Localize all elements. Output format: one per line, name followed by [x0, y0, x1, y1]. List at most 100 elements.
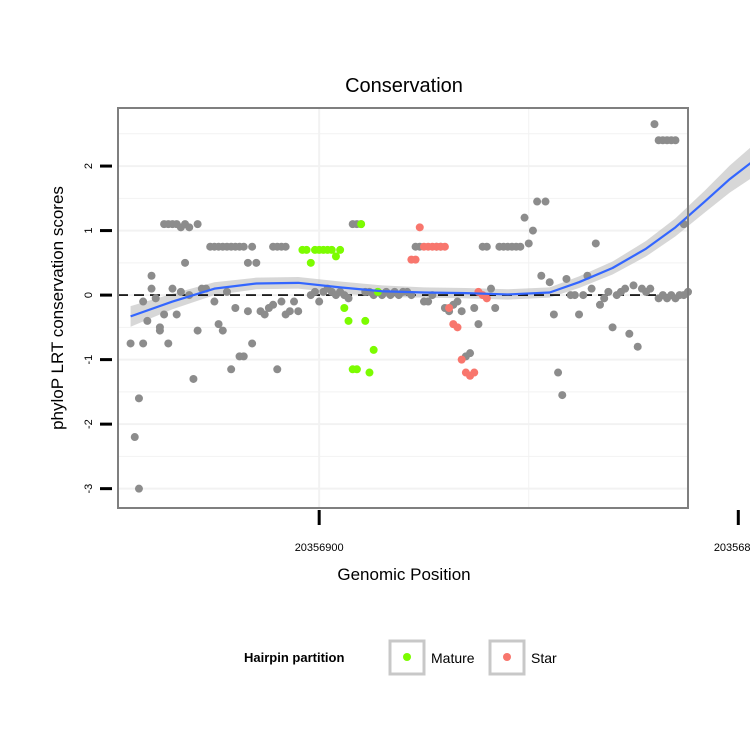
point-other: [252, 258, 261, 267]
point-other: [650, 120, 659, 129]
point-mature: [365, 368, 374, 377]
point-other: [570, 291, 579, 300]
point-other: [294, 307, 303, 316]
point-other: [487, 284, 496, 293]
x-tick-label: 20356900: [295, 542, 344, 554]
point-star: [470, 368, 479, 377]
point-other: [147, 284, 156, 293]
smooth-line-layer: [130, 162, 750, 318]
point-mature: [327, 245, 336, 254]
x-axis-title: Genomic Position: [337, 565, 470, 584]
point-other: [130, 433, 139, 442]
point-other: [629, 281, 638, 290]
point-other: [285, 307, 294, 316]
point-other: [646, 284, 655, 293]
point-other: [126, 339, 135, 348]
point-other: [424, 297, 433, 306]
point-other: [185, 223, 194, 232]
chart-title: Conservation: [345, 75, 463, 97]
point-other: [160, 310, 169, 319]
y-tick-label: -2: [83, 419, 95, 429]
point-other: [214, 320, 223, 329]
legend-label-star: Star: [531, 650, 557, 666]
point-other: [541, 197, 550, 206]
point-other: [604, 287, 613, 296]
point-mature: [369, 345, 378, 354]
point-other: [193, 220, 202, 229]
point-other: [134, 484, 143, 493]
y-tick-label: 2: [83, 163, 95, 169]
point-other: [482, 242, 491, 251]
point-other: [558, 391, 567, 400]
grid-lines: [118, 108, 688, 508]
point-other: [281, 242, 290, 251]
point-other: [608, 323, 617, 332]
point-other: [143, 316, 152, 325]
y-tick-label: 1: [83, 228, 95, 234]
point-other: [600, 294, 609, 303]
point-other: [248, 242, 257, 251]
point-other: [176, 287, 185, 296]
point-other: [189, 374, 198, 383]
point-other: [524, 239, 533, 248]
point-other: [172, 310, 181, 319]
point-other: [575, 310, 584, 319]
point-other: [344, 294, 353, 303]
point-other: [164, 339, 173, 348]
point-other: [554, 368, 563, 377]
point-other: [633, 342, 642, 351]
point-other: [528, 226, 537, 235]
point-other: [310, 287, 319, 296]
point-other: [520, 213, 529, 222]
point-other: [147, 271, 156, 280]
point-other: [155, 326, 164, 335]
point-other: [591, 239, 600, 248]
point-other: [139, 339, 148, 348]
point-other: [243, 307, 252, 316]
y-axis-ticks: 2 1 0 -1 -2 -3: [83, 163, 112, 494]
point-other: [315, 297, 324, 306]
point-other: [290, 297, 299, 306]
point-mature: [302, 245, 311, 254]
point-other: [231, 304, 240, 312]
point-star: [445, 304, 454, 312]
y-tick-label: 0: [83, 292, 95, 298]
point-other: [579, 291, 588, 300]
point-other: [587, 284, 596, 293]
point-other: [625, 329, 634, 338]
point-mature: [331, 252, 340, 261]
point-mature: [357, 220, 366, 229]
x-tick-label: 20356800: [714, 542, 750, 554]
point-other: [516, 242, 525, 251]
point-other: [453, 297, 462, 306]
point-other: [239, 242, 248, 251]
point-other: [227, 365, 236, 374]
x-axis-ticks: 20356900 20356800: [295, 510, 750, 554]
point-other: [239, 352, 248, 361]
point-mature: [352, 365, 361, 374]
legend-label-mature: Mature: [431, 650, 475, 666]
y-tick-label: -3: [83, 484, 95, 494]
point-mature: [344, 316, 353, 325]
point-other: [243, 258, 252, 267]
point-other: [277, 297, 286, 306]
point-other: [621, 284, 630, 293]
point-star: [457, 355, 466, 364]
point-other: [549, 310, 558, 319]
point-other: [139, 297, 148, 306]
plot-panel: [118, 108, 688, 508]
point-other: [537, 271, 546, 280]
point-other: [562, 274, 571, 283]
legend-title: Hairpin partition: [244, 650, 344, 665]
point-other: [671, 294, 680, 303]
point-other: [466, 349, 475, 358]
panel-border: [117, 107, 689, 509]
point-other: [545, 278, 554, 287]
point-other: [457, 307, 466, 316]
point-other: [595, 300, 604, 309]
point-other: [269, 300, 278, 309]
point-other: [151, 294, 160, 303]
point-mature: [336, 245, 345, 254]
legend-key-star: [488, 639, 526, 676]
